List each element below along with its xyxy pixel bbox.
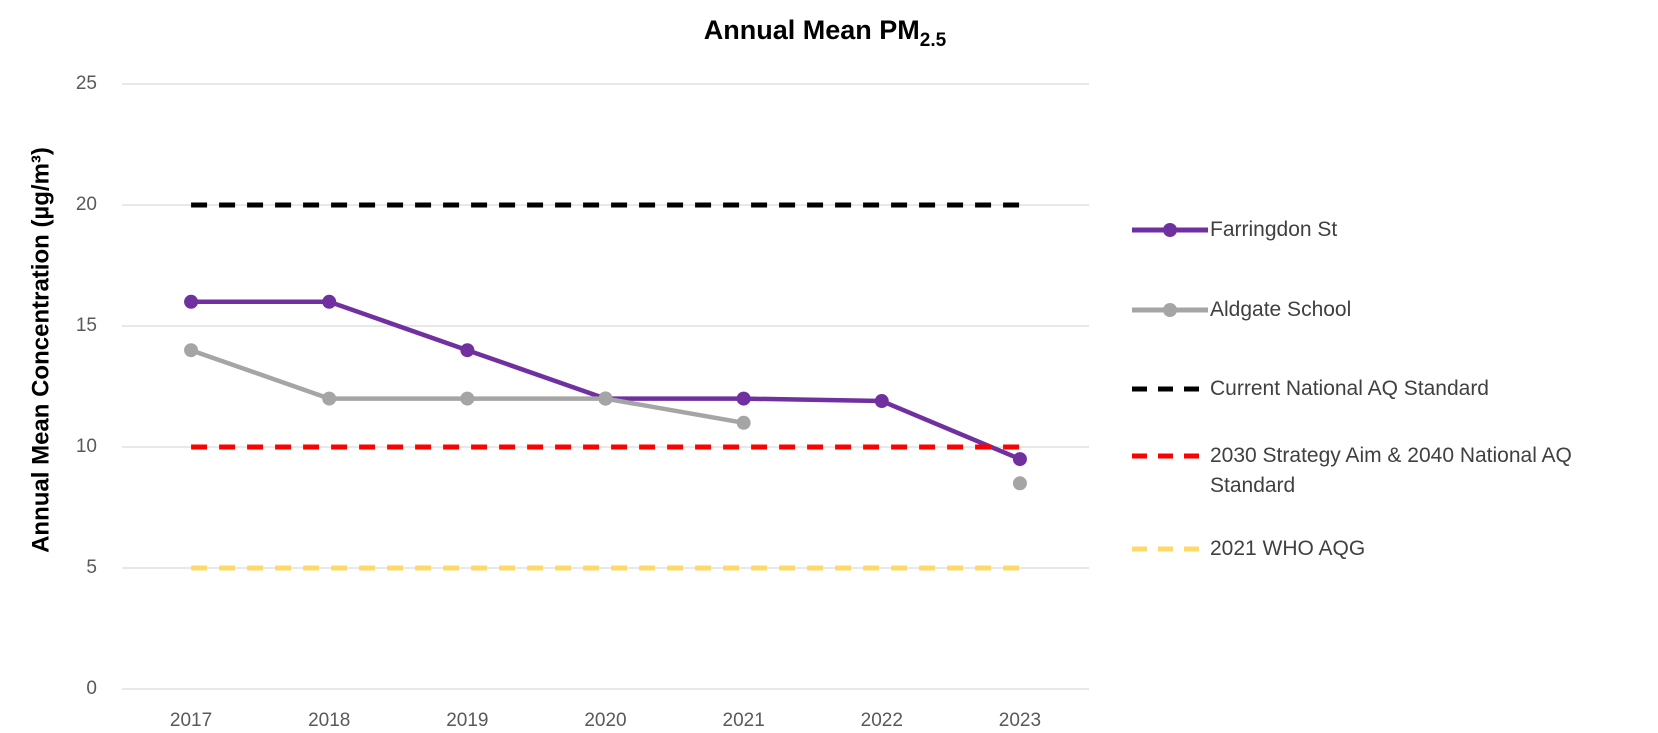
data-point (322, 391, 337, 406)
x-tick-label: 2019 (446, 710, 488, 731)
data-point (184, 343, 199, 358)
data-point (322, 294, 337, 309)
legend-swatch (1132, 223, 1208, 237)
data-point (598, 391, 613, 406)
data-point (184, 294, 199, 309)
data-point (460, 391, 475, 406)
legend-label: Aldgate School (1210, 298, 1352, 321)
x-tick-label: 2020 (584, 710, 626, 731)
x-tick-label: 2022 (861, 710, 903, 731)
y-tick-label: 10 (76, 436, 97, 457)
legend-marker (1163, 223, 1177, 237)
title-main: Annual Mean PM (704, 15, 920, 45)
legend-item: Farringdon St (1130, 215, 1337, 245)
data-point (1012, 452, 1027, 467)
data-point (736, 415, 751, 430)
legend-marker (1163, 303, 1177, 317)
x-tick-label: 2017 (170, 710, 212, 731)
x-tick-label: 2018 (308, 710, 350, 731)
data-point (460, 343, 475, 358)
y-tick-label: 15 (76, 315, 97, 336)
legend-item: Aldgate School (1130, 295, 1351, 325)
chart-title: Annual Mean PM2.5 (704, 15, 947, 51)
series-line (191, 350, 1020, 483)
legend-swatch (1132, 386, 1208, 392)
y-axis-label: Annual Mean Concentration (µg/m³) (27, 147, 54, 553)
legend-label: 2021 WHO AQG (1210, 537, 1366, 560)
legend-swatch (1132, 546, 1208, 552)
legend: Farringdon St Aldgate School Current Natio… (1130, 0, 1650, 733)
legend-item: 2021 WHO AQG (1130, 534, 1365, 564)
data-point (1012, 476, 1027, 491)
legend-swatch (1132, 453, 1208, 459)
legend-item: 2030 Strategy Aim & 2040 National AQ Sta… (1130, 441, 1610, 501)
legend-label: Current National AQ Standard (1210, 377, 1489, 400)
legend-label: Farringdon St (1210, 218, 1338, 241)
data-point (736, 391, 751, 406)
legend-swatch (1132, 303, 1208, 317)
x-tick-label: 2021 (723, 710, 765, 731)
x-tick-label: 2023 (999, 710, 1041, 731)
y-tick-label: 25 (76, 73, 97, 94)
y-tick-label: 0 (86, 678, 97, 699)
y-tick-label: 20 (76, 194, 97, 215)
legend-item: Current National AQ Standard (1130, 374, 1489, 404)
y-tick-label: 5 (86, 557, 97, 578)
data-point (874, 394, 889, 409)
legend-label: 2030 Strategy Aim & 2040 National AQ Sta… (1210, 444, 1572, 497)
title-subscript: 2.5 (920, 30, 947, 51)
